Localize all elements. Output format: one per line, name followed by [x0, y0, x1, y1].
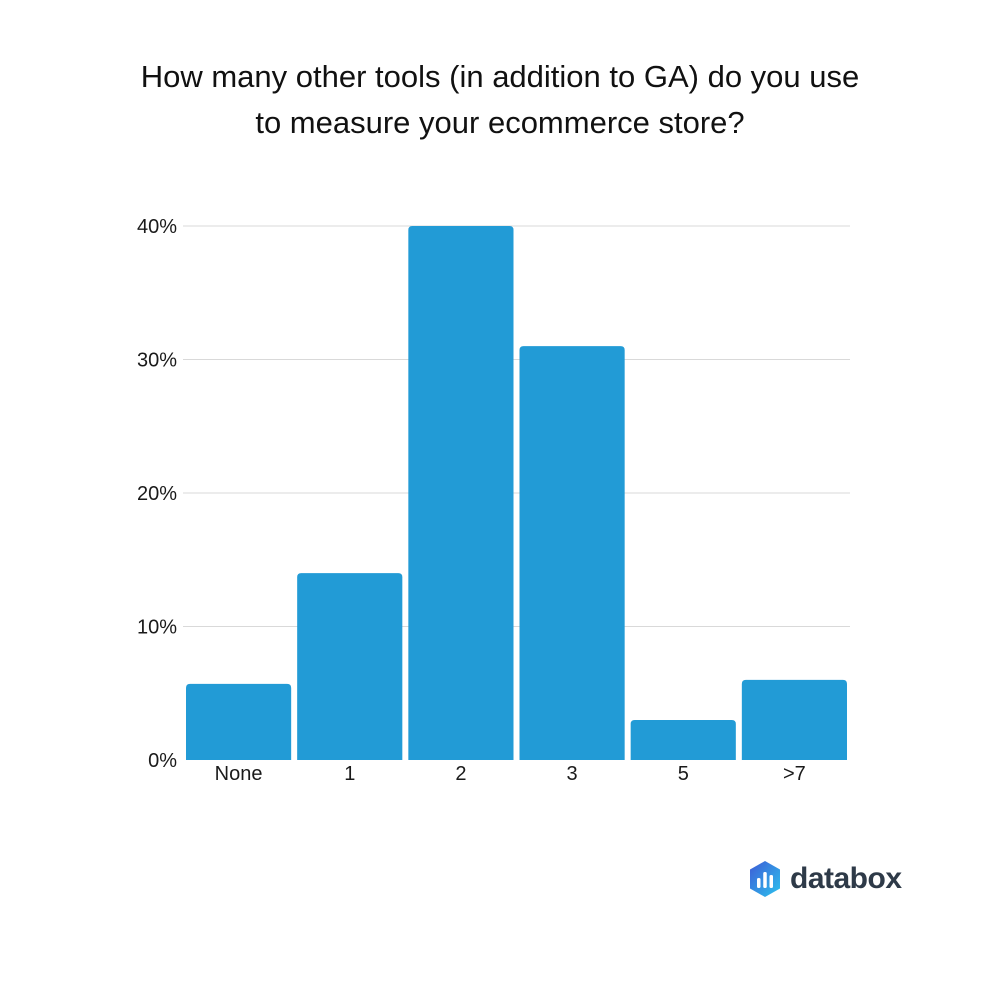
bar-2 [408, 226, 514, 760]
databox-logo-text: databox [790, 862, 902, 895]
y-axis-labels: 0% 10% 20% 30% 40% [137, 216, 177, 772]
databox-logo: databox [748, 860, 902, 898]
x-axis-labels: None 1 2 3 5 >7 [215, 763, 806, 785]
x-tick-label: 2 [455, 763, 466, 785]
x-tick-label: 1 [344, 763, 355, 785]
bar-none [186, 683, 292, 760]
bar-1 [297, 573, 403, 760]
x-tick-label: None [215, 763, 263, 785]
x-tick-label: 5 [678, 763, 689, 785]
chart-title: How many other tools (in addition to GA)… [0, 54, 1000, 146]
x-tick-label: 3 [567, 763, 578, 785]
y-tick-label: 0% [148, 750, 177, 772]
bars [186, 226, 847, 760]
bar-5 [630, 719, 736, 760]
bar-7 [741, 679, 847, 760]
x-tick-label: >7 [783, 763, 806, 785]
y-tick-label: 10% [137, 617, 177, 639]
y-tick-label: 20% [137, 483, 177, 505]
y-tick-label: 30% [137, 350, 177, 372]
databox-logo-icon [750, 861, 780, 897]
chart-title-line-2: to measure your ecommerce store? [255, 105, 745, 140]
gridlines [183, 225, 850, 627]
chart-title-line-1: How many other tools (in addition to GA)… [140, 59, 860, 94]
bar-3 [519, 346, 625, 760]
y-tick-label: 40% [137, 216, 177, 238]
